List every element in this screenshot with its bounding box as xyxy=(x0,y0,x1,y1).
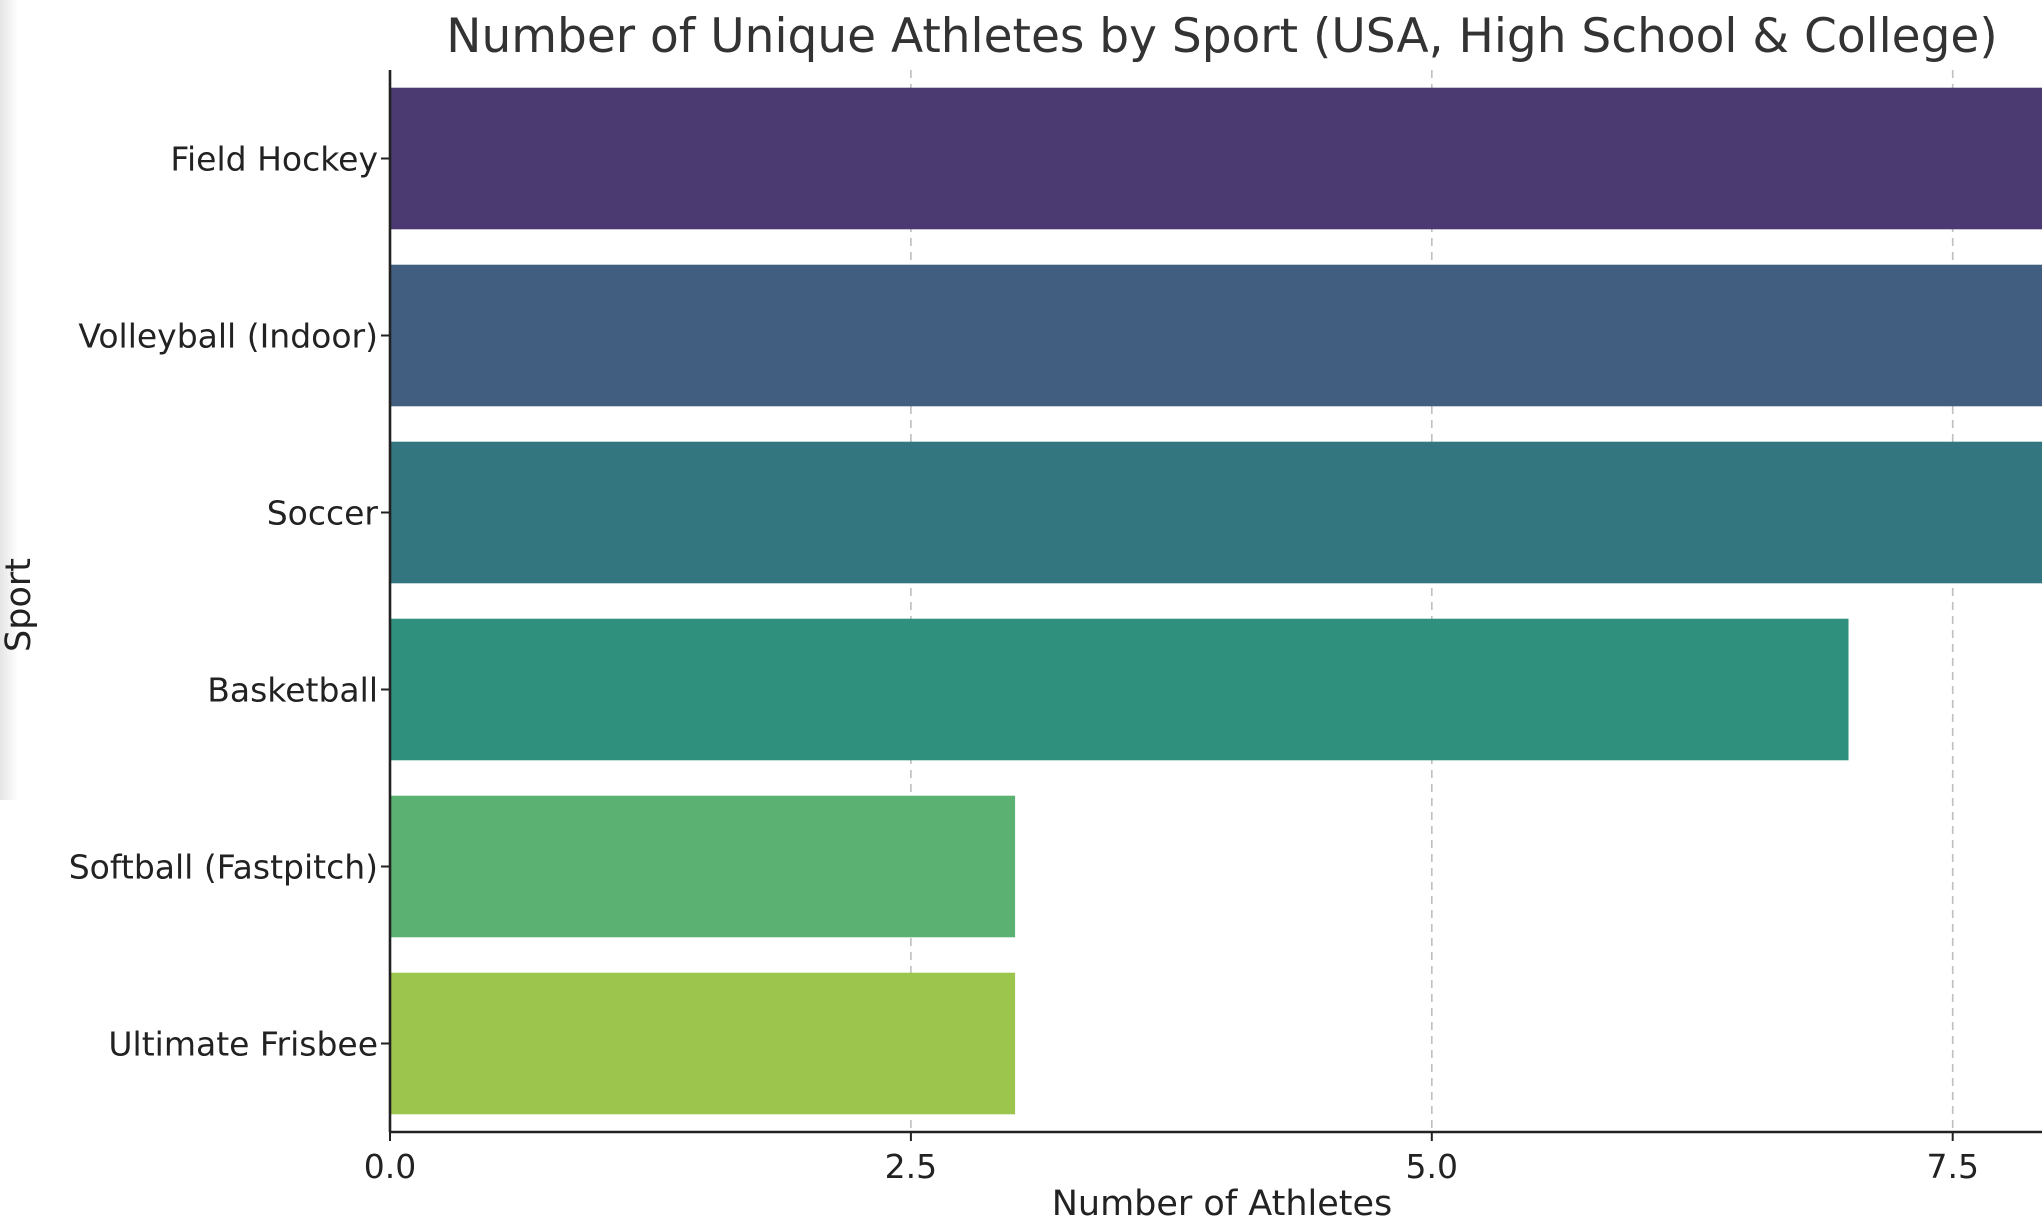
y-tick-label: Field Hockey xyxy=(170,140,378,179)
bar-volleyball-indoor xyxy=(390,264,2042,407)
bar-soccer xyxy=(390,441,2042,584)
grid-lines xyxy=(910,70,1954,1132)
y-tick-label: Softball (Fastpitch) xyxy=(69,848,378,887)
left-edge-shadow xyxy=(0,0,18,800)
y-axis-ticks: Field Hockey Volleyball (Indoor) Soccer Bas… xyxy=(69,140,390,1064)
y-tick-label: Volleyball (Indoor) xyxy=(78,317,378,356)
y-tick-label: Ultimate Frisbee xyxy=(108,1025,378,1064)
y-axis-label: Sport xyxy=(0,558,39,652)
bars xyxy=(390,87,2042,1115)
y-tick-label: Soccer xyxy=(267,494,379,533)
x-axis-label: Number of Athletes xyxy=(1052,1184,1393,1224)
x-tick-label: 7.5 xyxy=(1926,1147,1978,1186)
bar-field-hockey xyxy=(390,87,2042,230)
x-tick-label: 5.0 xyxy=(1406,1147,1458,1186)
bar-softball-fastpitch xyxy=(390,795,1016,938)
x-tick-label: 0.0 xyxy=(364,1147,416,1186)
bar-ultimate-frisbee xyxy=(390,972,1016,1115)
axes xyxy=(388,70,2042,1134)
y-tick-label: Basketball xyxy=(207,671,378,710)
x-axis-ticks: 0.02.55.07.510.012.515.017.5 xyxy=(364,1132,1979,1186)
bar-basketball xyxy=(390,618,1849,761)
x-tick-label: 2.5 xyxy=(885,1147,937,1186)
chart-title: Number of Unique Athletes by Sport (USA,… xyxy=(446,9,1997,64)
